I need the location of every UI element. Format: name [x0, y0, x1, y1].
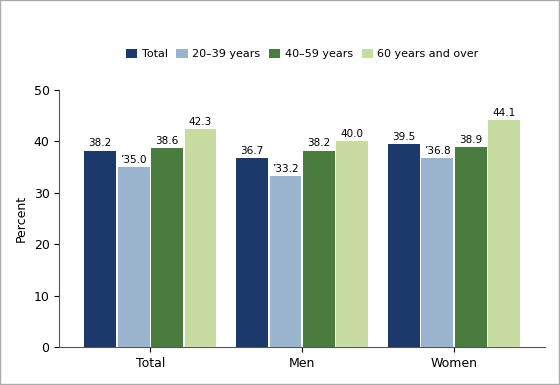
Bar: [303, 151, 335, 347]
Bar: [388, 144, 420, 347]
Legend: Total, 20–39 years, 40–59 years, 60 years and over: Total, 20–39 years, 40–59 years, 60 year…: [126, 49, 478, 59]
Text: ’36.8: ’36.8: [424, 146, 451, 156]
Bar: [337, 141, 368, 347]
Text: 40.0: 40.0: [340, 129, 364, 139]
Text: 38.2: 38.2: [307, 139, 330, 149]
Y-axis label: Percent: Percent: [15, 195, 28, 242]
Bar: [236, 158, 268, 347]
Text: 44.1: 44.1: [492, 108, 516, 118]
Text: 38.2: 38.2: [88, 139, 112, 149]
Text: 39.5: 39.5: [392, 132, 416, 142]
Text: 36.7: 36.7: [240, 146, 264, 156]
Bar: [118, 167, 150, 347]
Bar: [269, 176, 301, 347]
Text: 42.3: 42.3: [189, 117, 212, 127]
Bar: [455, 147, 487, 347]
Bar: [85, 151, 116, 347]
Bar: [184, 129, 216, 347]
Bar: [488, 120, 520, 347]
Text: ’35.0: ’35.0: [120, 155, 147, 165]
Text: 38.9: 38.9: [459, 135, 482, 145]
Bar: [421, 158, 453, 347]
Bar: [151, 149, 183, 347]
Text: ’33.2: ’33.2: [272, 164, 298, 174]
Text: 38.6: 38.6: [156, 136, 179, 146]
